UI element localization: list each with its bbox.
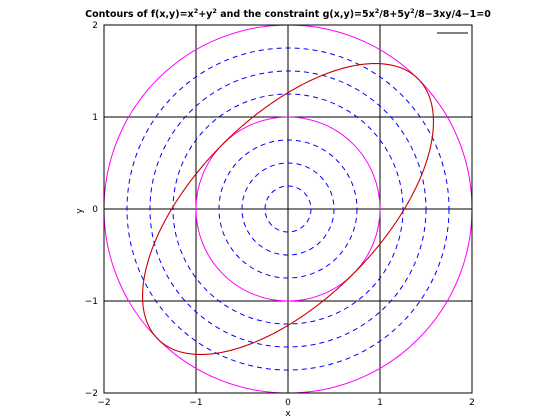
y-tick-label: 0 bbox=[92, 205, 98, 215]
x-tick-label: 2 bbox=[469, 398, 475, 408]
x-axis-label: x bbox=[285, 409, 291, 419]
x-tick-label: 0 bbox=[285, 398, 291, 408]
contour-circle-dashed bbox=[264, 185, 312, 233]
contour-circle-dashed bbox=[218, 139, 358, 279]
contour-circle-solid bbox=[195, 116, 381, 302]
constraint-series-g bbox=[141, 62, 435, 356]
tick-marks bbox=[103, 24, 473, 394]
y-tick-label: 1 bbox=[92, 113, 98, 123]
x-tick-label: −2 bbox=[97, 398, 110, 408]
y-tick-label: −2 bbox=[85, 389, 98, 399]
x-tick-label: −1 bbox=[189, 398, 202, 408]
contour-circle-dashed bbox=[149, 70, 427, 348]
contour-series-f bbox=[104, 25, 472, 393]
contour-circle-dashed bbox=[172, 93, 404, 325]
y-tick-label: −1 bbox=[85, 297, 98, 307]
y-tick-label: 2 bbox=[92, 21, 98, 31]
constraint-curve bbox=[141, 62, 435, 356]
y-axis-label: y bbox=[75, 208, 85, 214]
contour-circle-dashed bbox=[126, 47, 450, 371]
chart-title: Contours of f(x,y)=x2+y2 and the constra… bbox=[85, 7, 491, 20]
contour-circle-dashed bbox=[241, 162, 335, 256]
x-tick-label: 1 bbox=[377, 398, 383, 408]
